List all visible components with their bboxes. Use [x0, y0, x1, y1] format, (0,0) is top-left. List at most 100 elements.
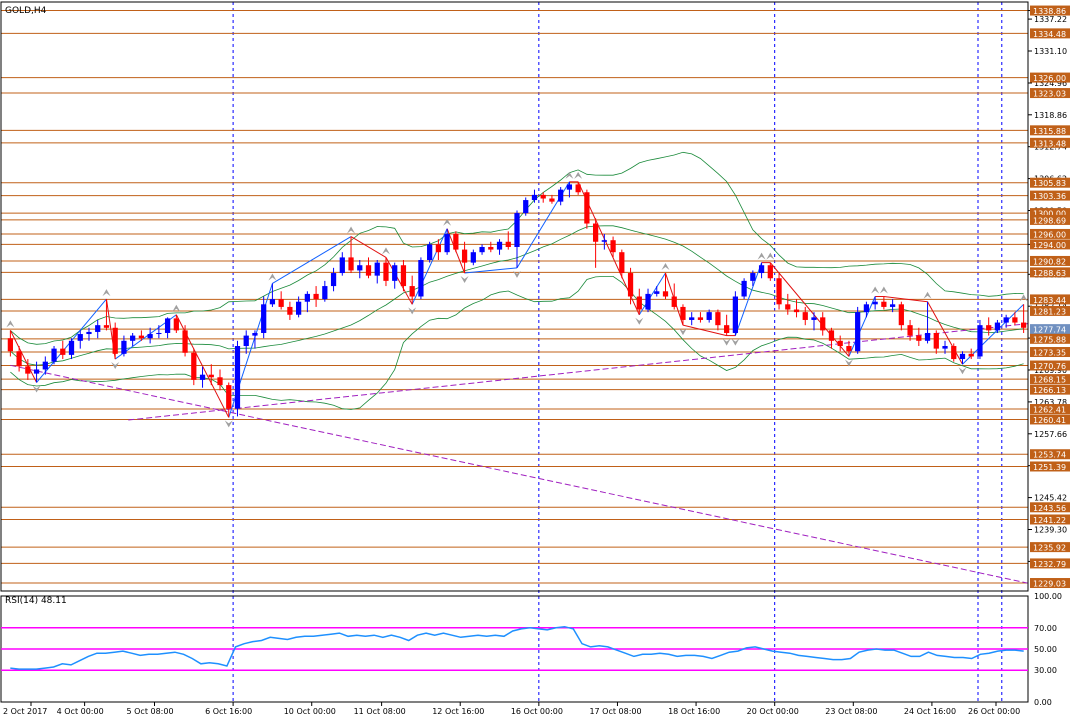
candle-body — [575, 184, 581, 193]
candle-body — [383, 262, 389, 281]
level-label-box — [1030, 5, 1070, 16]
candle-body — [287, 306, 293, 315]
trendline — [128, 323, 1029, 421]
level-label: 1283.44 — [1033, 296, 1066, 305]
candle-body — [566, 184, 573, 190]
candle-body — [645, 293, 651, 310]
fractal-down-marker — [408, 307, 417, 315]
candle-body — [7, 338, 13, 352]
candle-body — [453, 233, 459, 250]
level-label: 1288.63 — [1033, 269, 1066, 278]
level-label: 1323.03 — [1033, 90, 1066, 99]
fractal-down-marker — [460, 276, 469, 284]
candle-body — [942, 346, 948, 349]
candle-body — [182, 330, 188, 353]
candle-body — [601, 240, 607, 242]
time-tick-label: 4 Oct 00:00 — [57, 707, 104, 716]
level-label-box — [1030, 384, 1070, 395]
fractal-down-marker — [722, 338, 731, 346]
candle-body — [86, 331, 92, 335]
price-tick-label: 1257.66 — [1034, 430, 1067, 439]
candle-body — [767, 265, 773, 279]
level-label-box — [1030, 239, 1070, 250]
level-label: 1281.23 — [1033, 307, 1066, 316]
level-label-box — [1030, 137, 1070, 148]
candle-body — [881, 301, 887, 307]
candle-body — [828, 330, 835, 341]
candle-body — [959, 353, 966, 360]
candle-body — [732, 296, 738, 333]
zigzag-segment — [272, 236, 352, 284]
fractal-up-marker — [6, 320, 15, 328]
time-tick-label: 24 Oct 16:00 — [904, 707, 956, 716]
candle-body — [313, 293, 319, 300]
trendline — [10, 364, 1029, 584]
candle-body — [357, 265, 363, 271]
candle-body — [584, 192, 590, 224]
time-tick-label: 20 Oct 00:00 — [747, 707, 799, 716]
fractal-up-marker — [565, 171, 574, 179]
level-label: 1262.41 — [1033, 406, 1066, 415]
price-tick-label: 1239.30 — [1034, 525, 1067, 534]
candle-body — [427, 244, 433, 261]
candle-body — [156, 332, 162, 335]
time-tick-label: 18 Oct 16:00 — [668, 707, 720, 716]
time-tick-label: 17 Oct 08:00 — [589, 707, 641, 716]
level-label-box — [1030, 267, 1070, 278]
candle-body — [977, 325, 983, 357]
candle-body — [322, 286, 328, 300]
candle-body — [261, 304, 267, 333]
rsi-title: RSI(14) 48.11 — [5, 596, 67, 606]
candle-body — [741, 280, 747, 297]
candle-body — [173, 318, 179, 331]
candle-body — [461, 249, 468, 263]
candle-body — [33, 369, 40, 374]
level-label: 1253.74 — [1033, 451, 1066, 460]
candle-body — [855, 312, 861, 352]
fractal-up-marker — [661, 263, 670, 271]
price-tick-label: 1245.42 — [1034, 494, 1067, 503]
candle-body — [636, 296, 642, 310]
zigzag-segment — [464, 267, 518, 274]
level-label-box — [1030, 558, 1070, 569]
candle-body — [68, 340, 75, 355]
candle-body — [654, 291, 660, 294]
price-tick-label: 1337.22 — [1034, 15, 1067, 24]
time-tick-label: 23 Oct 08:00 — [825, 707, 877, 716]
candle-body — [610, 240, 616, 253]
level-label-box — [1030, 461, 1070, 472]
level-label: 1275.88 — [1033, 335, 1066, 344]
candle-body — [540, 194, 546, 199]
candle-body — [750, 273, 756, 281]
zigzag-segment — [769, 262, 850, 357]
candle-body — [776, 278, 782, 305]
candle-body — [802, 312, 808, 320]
candle-body — [365, 265, 372, 276]
candle-body — [924, 332, 931, 341]
level-label: 1251.39 — [1033, 463, 1066, 472]
rsi-subwindow: 100.00 70.00 50.00 30.00 0.00 — [0, 592, 1062, 707]
candle-body — [505, 241, 511, 247]
candle-body — [523, 200, 529, 214]
level-label-box — [1030, 360, 1070, 371]
candle-body — [514, 213, 520, 247]
level-label-box — [1030, 514, 1070, 525]
zigzag-segment — [848, 296, 876, 357]
candle-body — [243, 335, 249, 347]
candle-body — [147, 334, 153, 339]
fractal-down-marker — [111, 362, 120, 370]
zigzag-segment — [638, 272, 666, 316]
rsi-tick-label: 100.00 — [1034, 592, 1062, 601]
candle-body — [811, 317, 817, 320]
fractal-down-marker — [958, 367, 967, 375]
level-label-box — [1030, 177, 1070, 188]
candle-body — [409, 286, 415, 297]
level-label: 1268.15 — [1033, 376, 1066, 385]
level-label: 1266.13 — [1033, 386, 1066, 395]
candle-body — [330, 273, 337, 287]
level-label-box — [1030, 255, 1070, 266]
level-label: 1315.88 — [1033, 127, 1066, 136]
candle-body — [1003, 317, 1009, 323]
